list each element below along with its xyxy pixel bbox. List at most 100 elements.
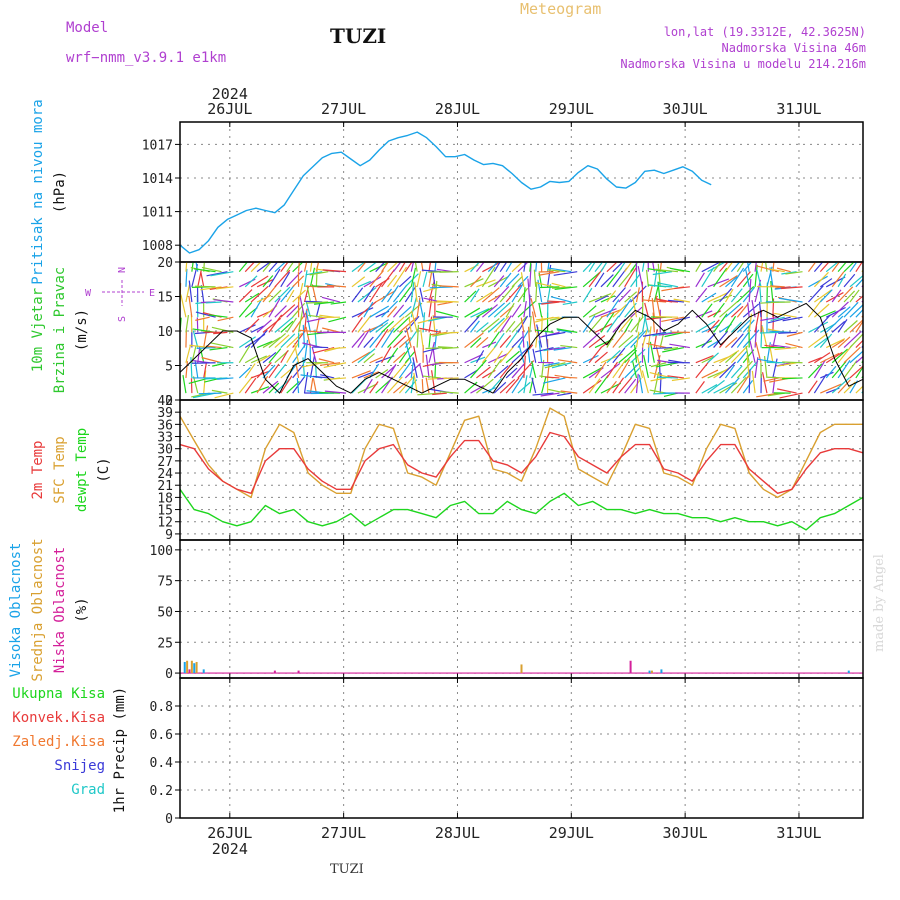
day-label-bottom: 27JUL [321, 824, 366, 842]
y-tick-label: 42 [157, 394, 173, 409]
wind-barb [292, 344, 306, 364]
wind-barb [185, 344, 192, 363]
y-tick-label: 1008 [142, 239, 173, 254]
wind-barb [357, 301, 377, 318]
wind-barb [185, 283, 191, 303]
cloud-bar [629, 660, 632, 674]
wind-barb [297, 309, 304, 333]
wind-barb [661, 316, 685, 323]
wind-barb [819, 262, 830, 273]
y-tick-label: 9 [165, 528, 173, 543]
wind-barb [588, 293, 612, 303]
wind-barb [405, 327, 412, 348]
wind-barb [487, 262, 499, 273]
wind-barb [624, 331, 643, 349]
wind-barb [557, 392, 572, 397]
wind-barb [326, 284, 347, 288]
wind-barb [707, 352, 719, 364]
wind-barb [326, 377, 347, 381]
wind-barb [747, 262, 750, 272]
wind-barb [262, 364, 276, 379]
panel-frame-temperature [179, 399, 864, 541]
wind-barb [725, 351, 738, 364]
cloud-bar [195, 661, 198, 674]
wind-barb [280, 285, 295, 303]
day-label-top: 26JUL [207, 100, 252, 118]
wind-barb [855, 339, 863, 348]
wind-barb [652, 346, 673, 350]
wind-barb [363, 285, 376, 303]
model-name: wrf−nmm_v3.9.1 e1km [66, 50, 227, 66]
wind-barb [286, 342, 299, 364]
wind-barb [736, 329, 751, 348]
wind-barb [305, 301, 312, 318]
wind-barb [837, 262, 848, 273]
wind-barb [244, 275, 258, 288]
wind-barb [713, 267, 728, 288]
wind-barb [188, 295, 193, 318]
wind-barb [742, 303, 760, 318]
day-label-bottom: 28JUL [435, 824, 480, 842]
wind-barb [203, 325, 209, 348]
wind-barb [653, 329, 658, 348]
wind-barb [754, 357, 759, 378]
y-tick-label: 0.6 [150, 728, 173, 743]
wind-barb [293, 343, 300, 363]
wind-barb [493, 262, 501, 272]
wind-barb [650, 377, 667, 382]
wind-barb [419, 287, 424, 303]
wind-barb [769, 267, 774, 287]
wind-barb [200, 348, 205, 363]
y-tick-label: 1014 [142, 172, 173, 187]
wind-barb [707, 379, 725, 394]
wind-barb [297, 283, 304, 303]
wind-barb [529, 315, 532, 333]
wind-barb [425, 377, 430, 394]
wind-barb [671, 316, 691, 323]
wind-barb [217, 316, 234, 322]
wind-barb [618, 262, 626, 272]
wind-barb [192, 376, 199, 394]
compass-s: S [117, 316, 128, 322]
wind-barb [431, 370, 436, 394]
wind-barb [410, 362, 414, 378]
wind-barb [748, 369, 751, 394]
wind-barb [274, 269, 291, 288]
wind-barb [535, 262, 538, 272]
wind-barb [843, 360, 858, 379]
wind-barb [280, 367, 294, 379]
wind-barb [493, 275, 505, 288]
wind-barb [244, 318, 260, 333]
wind-barb [730, 345, 749, 364]
wind-barb [551, 362, 572, 369]
wind-barb [855, 308, 863, 318]
wind-barb [536, 316, 560, 321]
wind-barb [540, 392, 560, 397]
wind-barb [562, 301, 578, 305]
wind-barb [487, 294, 501, 303]
wind-barb [535, 281, 538, 303]
precip-ylabel-0: 1hr Precip (mm) [112, 687, 128, 813]
compass-e: E [149, 288, 155, 299]
wind-barb [303, 262, 308, 272]
wind-barb [238, 376, 253, 394]
wind-barb [814, 336, 830, 349]
wind-barb [476, 366, 491, 379]
wind-barb [410, 281, 415, 303]
wind-barb [464, 315, 480, 333]
wind-barb [476, 378, 494, 394]
wind-barb [185, 314, 190, 333]
wind-barb [594, 361, 607, 379]
wind-barb [250, 325, 264, 333]
wind-barb [837, 306, 851, 318]
wind-barb [363, 353, 375, 364]
wind-barb [529, 263, 532, 287]
wind-barb [268, 314, 283, 333]
wind-barb [819, 289, 833, 303]
cloud-bar [648, 670, 651, 674]
wind-barb [820, 383, 842, 394]
wind-barb [820, 371, 834, 379]
wind-barb [211, 389, 228, 394]
wind-barb [416, 324, 420, 348]
wind-barb [439, 391, 459, 394]
